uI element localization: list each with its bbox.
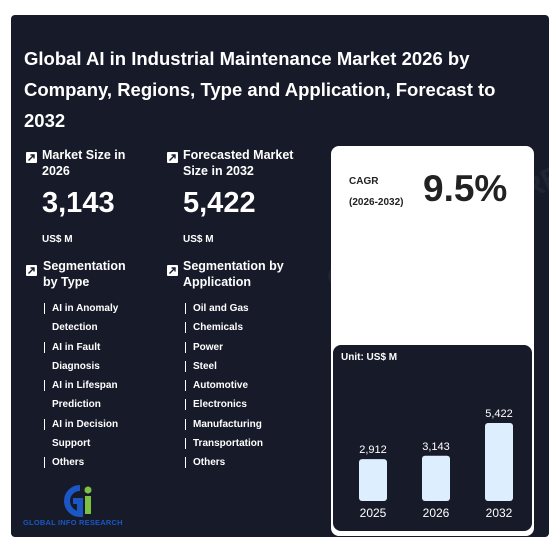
trend-arrow-icon: [167, 265, 178, 276]
chart-unit-label: Unit: US$ M: [341, 352, 398, 363]
trend-arrow-icon: [167, 152, 178, 163]
forecast-label: Forecasted Market Size in 2032: [183, 148, 294, 178]
list-item: Oil and Gas: [175, 299, 305, 318]
segmentation-type-list: AI in Anomaly Detection AI in Fault Diag…: [34, 299, 144, 473]
market-card: GLOBAL INFO RESEARCH Global AI in Indust…: [11, 15, 549, 537]
market-size-label: Market Size in 2026: [42, 148, 126, 178]
x-tick-label: 2025: [360, 506, 387, 520]
cagr-value: 9.5%: [423, 168, 508, 209]
list-item: AI in Fault Diagnosis: [34, 338, 144, 377]
trend-arrow-icon: [26, 265, 37, 276]
list-item: Automotive: [175, 376, 305, 395]
list-item: Power: [175, 338, 305, 357]
list-item: AI in Lifespan Prediction: [34, 376, 144, 415]
logo-icon: [64, 485, 92, 518]
forecast-value: 5,422: [183, 187, 256, 219]
list-item: Chemicals: [175, 318, 305, 337]
bar-value-label: 2,912: [359, 444, 387, 456]
x-tick-label: 2032: [486, 506, 513, 520]
market-size-unit: US$ M: [42, 234, 73, 245]
page-title: Global AI in Industrial Maintenance Mark…: [24, 48, 496, 131]
segmentation-application-list: Oil and Gas Chemicals Power Steel Automo…: [175, 299, 305, 473]
x-tick-label: 2026: [423, 506, 450, 520]
cagr-title: CAGR: [349, 176, 379, 187]
bar-value-label: 5,422: [485, 408, 513, 420]
bar-2026: [422, 455, 450, 501]
list-item: AI in Anomaly Detection: [34, 299, 144, 338]
segmentation-type-label: Segmentation by Type: [43, 259, 126, 289]
cagr-period: (2026-2032): [349, 197, 404, 208]
forecast-unit: US$ M: [183, 234, 214, 245]
list-item: Transportation: [175, 434, 305, 453]
list-item: Others: [175, 453, 305, 472]
list-item: AI in Decision Support: [34, 415, 144, 454]
list-item: Electronics: [175, 395, 305, 414]
cagr-panel: CAGR (2026-2032) 9.5% Unit: US$ M 2,912 2…: [331, 146, 534, 536]
bar-chart-svg: 2,912 2025 3,143 2026 5,422 2032: [359, 408, 513, 520]
trend-arrow-icon: [26, 152, 37, 163]
market-size-value: 3,143: [42, 187, 115, 219]
bar-value-label: 3,143: [422, 441, 450, 453]
list-item: Manufacturing: [175, 415, 305, 434]
cagr-label: CAGR (2026-2032): [349, 171, 403, 213]
logo-text: GLOBAL INFO RESEARCH: [23, 518, 123, 527]
segmentation-application-label: Segmentation by Application: [183, 259, 284, 289]
list-item: Others: [34, 453, 144, 472]
bar-2032: [485, 423, 513, 501]
bar-chart: Unit: US$ M 2,912 2025 3,143 2026 5,422 2032: [333, 345, 532, 531]
list-item: Steel: [175, 357, 305, 376]
bar-2025: [359, 459, 387, 501]
